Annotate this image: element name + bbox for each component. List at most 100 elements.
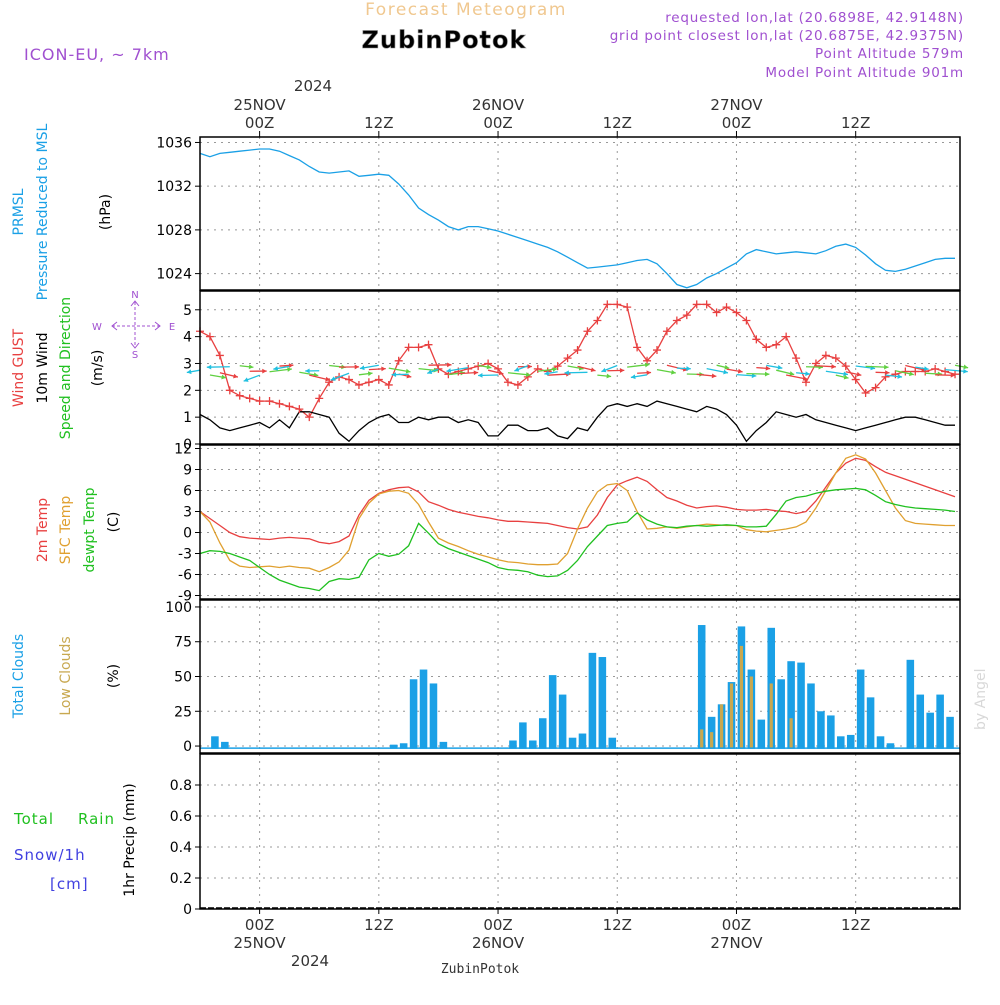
wind-arrow-head [712, 373, 717, 378]
wind-arrow-head [381, 367, 386, 372]
label-rain: Rain [78, 810, 115, 828]
wind-arrow-head [963, 369, 968, 374]
page-title: ZubinPotok [362, 26, 527, 54]
gust-marker [375, 376, 383, 384]
gust-marker [623, 303, 631, 311]
requested-coords: requested lon,lat (20.6898E, 42.9148N) [665, 10, 964, 26]
temp-series-sfc-temp [200, 455, 955, 572]
precip-ytick-label: 0.8 [170, 778, 192, 794]
temp-series-dewpt-temp [200, 488, 955, 590]
wind-series-wind-gust [200, 304, 955, 417]
total-cloud-bar [907, 660, 915, 749]
total-cloud-bar [936, 695, 944, 749]
gust-marker [246, 394, 254, 402]
wind-arrow-head [249, 364, 254, 369]
label-low-clouds: Low Clouds [58, 636, 74, 715]
precip-frame [200, 754, 960, 909]
footer-title: ZubinPotok [441, 962, 519, 977]
gust-marker [285, 402, 293, 410]
low-cloud-bar [730, 683, 733, 748]
label-ms: (m/s) [90, 350, 106, 387]
temp-ytick-label: 12 [174, 442, 192, 458]
label-dewpt-temp: dewpt Temp [82, 487, 98, 572]
gust-marker [206, 333, 214, 341]
label-wind-gust: Wind GUST [11, 328, 27, 407]
temp-ytick-label: -3 [178, 547, 192, 563]
label-pct: (%) [106, 664, 122, 688]
top-axis-date-label: 25NOV [234, 96, 287, 114]
wind-arrow-head [355, 365, 359, 370]
model-name: ICON-EU, ~ 7km [24, 45, 170, 64]
label-total: Total [13, 810, 54, 828]
bottom-axis-date-label: 27NOV [710, 934, 763, 952]
gust-marker [275, 400, 283, 408]
temp-ytick-label: -6 [178, 568, 192, 584]
wind-arrow-head [686, 366, 690, 371]
temp-ytick-label: 0 [183, 526, 192, 542]
label-cm: [cm] [50, 875, 89, 893]
label-total-clouds: Total Clouds [11, 634, 27, 719]
top-axis-tick-label: 00Z [722, 114, 751, 132]
low-cloud-bar [740, 646, 743, 749]
total-cloud-bar [410, 679, 418, 749]
clouds-ytick-label: 25 [174, 704, 192, 720]
gust-marker [365, 378, 373, 386]
low-cloud-bar [750, 677, 753, 749]
wind-arrow-head [305, 369, 309, 374]
wind-arrow-head [884, 365, 888, 370]
temp-ytick-label: 9 [183, 463, 192, 479]
total-cloud-bar [877, 736, 885, 749]
gust-marker [464, 365, 472, 373]
wind-ytick-label: 1 [183, 410, 192, 426]
label-prmsl: PRMSL [11, 188, 27, 235]
wind-arrow-head [723, 370, 728, 375]
pressure-frame [200, 137, 960, 290]
total-cloud-bar [926, 713, 934, 749]
total-cloud-bar [758, 720, 766, 749]
gust-marker [792, 354, 800, 362]
gust-marker [603, 300, 611, 308]
wind-arrow-head [474, 370, 479, 375]
label-2m-temp: 2m Temp [35, 498, 51, 562]
temp-series-2m-temp [200, 458, 955, 543]
total-cloud-bar [867, 697, 875, 748]
clouds-ytick-label: 0 [183, 739, 192, 755]
wind-arrow-head [591, 367, 596, 372]
gust-marker [415, 343, 423, 351]
top-year-label: 2024 [294, 77, 332, 95]
total-cloud-bar [589, 653, 597, 749]
label-1hr-precip: 1hr Precip (mm) [122, 783, 138, 896]
closest-coords: grid point closest lon,lat (20.6875E, 42… [610, 28, 964, 44]
gust-marker [315, 394, 323, 402]
wind-arrow-head [831, 364, 836, 369]
gust-marker [226, 386, 234, 394]
total-cloud-bar [430, 683, 438, 748]
total-cloud-bar [569, 738, 577, 749]
total-cloud-bar [797, 663, 805, 749]
precip-ytick-label: 0 [183, 902, 192, 918]
gust-marker [216, 351, 224, 359]
top-axis-date-label: 26NOV [472, 96, 525, 114]
total-cloud-bar [817, 711, 825, 749]
bottom-axis-tick-label: 12Z [364, 916, 393, 934]
label-speed-direction: Speed and Direction [58, 297, 74, 439]
total-cloud-bar [916, 695, 924, 749]
label-hpa: (hPa) [98, 194, 114, 230]
total-cloud-bar [579, 734, 587, 749]
total-cloud-bar [609, 738, 617, 749]
bottom-year-label: 2024 [291, 952, 329, 970]
low-cloud-bar [710, 732, 713, 749]
top-axis-date-label: 27NOV [710, 96, 763, 114]
temp-frame [200, 445, 960, 599]
gust-marker [385, 381, 393, 389]
total-cloud-bar [847, 735, 855, 749]
bottom-axis-tick-label: 12Z [841, 916, 870, 934]
total-cloud-bar [599, 657, 607, 749]
bottom-axis-tick-label: 00Z [245, 916, 274, 934]
clouds-ytick-label: 75 [174, 635, 192, 651]
wind-arrow-head [233, 374, 238, 379]
gust-marker [424, 341, 432, 349]
